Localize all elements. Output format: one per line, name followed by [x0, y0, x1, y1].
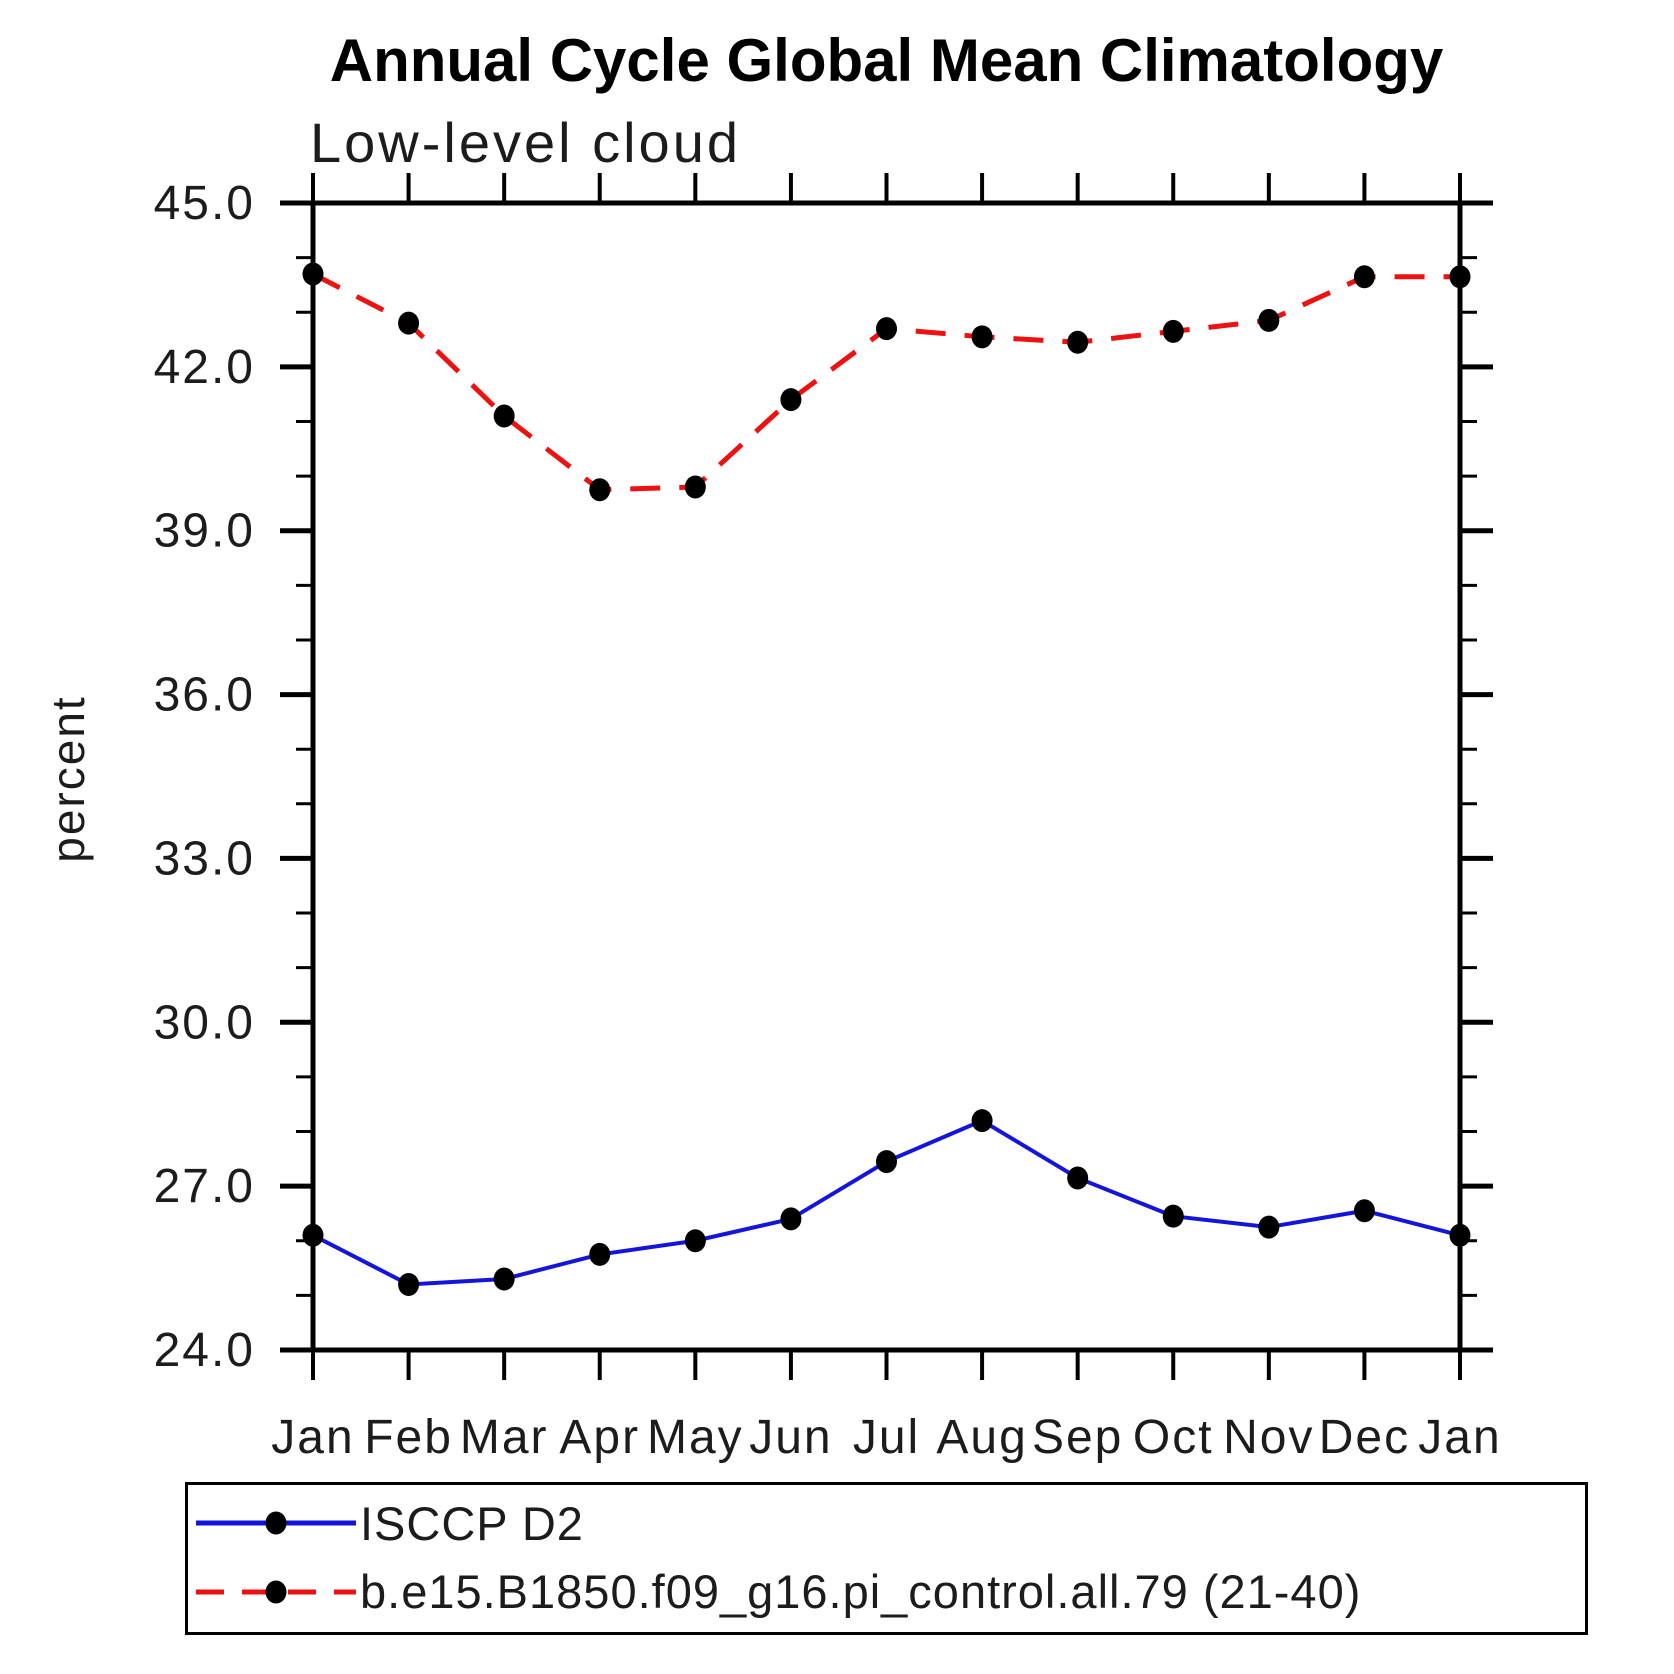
- legend-line-sample-dashed: [196, 1580, 356, 1604]
- x-tick-label: Apr: [559, 1411, 640, 1464]
- x-tick-label: Feb: [364, 1411, 453, 1464]
- series-line-0: [312, 1118, 1461, 1287]
- y-tick-label: 39.0: [154, 505, 255, 558]
- data-point-marker-series-0: [1067, 1166, 1089, 1190]
- x-tick-label: Oct: [1133, 1411, 1214, 1464]
- x-tick-label: Mar: [460, 1411, 549, 1464]
- x-tick-label: Aug: [936, 1411, 1027, 1464]
- y-tick-label: 27.0: [154, 1160, 255, 1213]
- data-point-marker-series-0: [493, 1267, 515, 1291]
- y-tick-label: 30.0: [154, 996, 255, 1049]
- data-point-marker-series-1: [1258, 308, 1280, 332]
- y-tick-label: 36.0: [154, 669, 255, 722]
- x-tick-label: Dec: [1319, 1411, 1410, 1464]
- data-point-marker-series-0: [876, 1150, 897, 1174]
- data-point-marker-series-1: [398, 311, 420, 335]
- data-point-marker-series-0: [1353, 1199, 1375, 1223]
- y-tick-label: 33.0: [154, 832, 255, 885]
- data-point-marker-series-0: [589, 1242, 611, 1266]
- legend-line-sample-solid: [196, 1511, 356, 1535]
- x-tick-label: May: [647, 1411, 744, 1464]
- data-point-marker-series-0: [1162, 1204, 1184, 1228]
- legend-row-model: b.e15.B1850.f09_g16.pi_control.all.79 (2…: [188, 1558, 1585, 1626]
- data-point-marker-series-1: [1353, 265, 1375, 289]
- data-point-marker-series-0: [302, 1223, 324, 1247]
- x-tick-label: Jul: [853, 1411, 920, 1464]
- series-line-1: [311, 271, 1460, 493]
- x-tick-label: Nov: [1223, 1411, 1314, 1464]
- legend-label-model: b.e15.B1850.f09_g16.pi_control.all.79 (2…: [360, 1565, 1362, 1619]
- plot-frame: [310, 200, 1463, 1353]
- data-point-marker-series-0: [971, 1109, 993, 1133]
- chart-title: Annual Cycle Global Mean Climatology: [329, 27, 1444, 94]
- data-point-marker-series-0: [684, 1229, 706, 1253]
- data-point-marker-series-0: [1449, 1223, 1471, 1247]
- data-point-marker-series-1: [780, 388, 802, 412]
- data-point-marker-series-1: [971, 325, 993, 349]
- x-tick-label: Jan: [271, 1411, 354, 1464]
- x-tick-label: Jan: [1418, 1411, 1501, 1464]
- legend-label-isccp: ISCCP D2: [360, 1496, 584, 1550]
- data-point-marker-series-1: [589, 478, 611, 502]
- legend-row-isccp: ISCCP D2: [188, 1489, 1585, 1557]
- y-tick-label: 24.0: [154, 1324, 255, 1377]
- y-tick-label: 45.0: [154, 177, 255, 230]
- x-tick-label: Jun: [749, 1411, 832, 1464]
- data-point-marker-series-1: [302, 262, 324, 286]
- data-point-marker-series-0: [398, 1272, 420, 1296]
- data-point-marker-series-0: [780, 1207, 802, 1231]
- chart-subtitle: Low-level cloud: [310, 111, 741, 174]
- data-point-marker-series-1: [876, 317, 897, 341]
- data-point-marker-series-1: [1449, 265, 1471, 289]
- data-point-marker-series-1: [1162, 319, 1184, 343]
- legend: ISCCP D2 b.e15.B1850.f09_g16.pi_control.…: [185, 1482, 1588, 1635]
- data-point-marker-series-1: [684, 475, 706, 499]
- x-tick-label: Sep: [1032, 1411, 1123, 1464]
- data-point-marker-series-0: [1258, 1215, 1280, 1239]
- data-point-marker-series-1: [1067, 330, 1089, 354]
- data-point-marker-series-1: [493, 404, 515, 428]
- y-tick-label: 42.0: [154, 341, 255, 394]
